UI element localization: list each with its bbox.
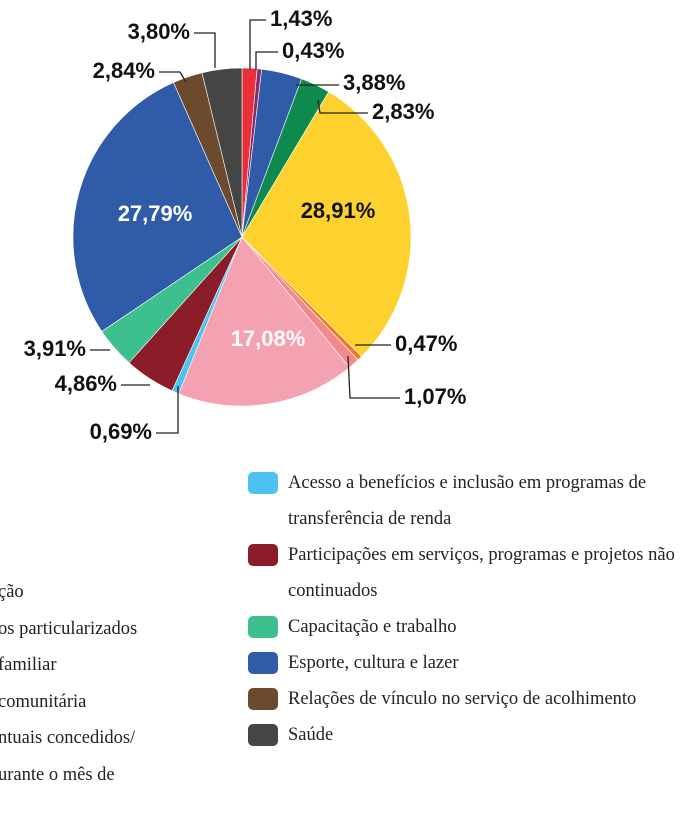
legend-label-fragment: comunitária	[0, 691, 87, 712]
legend-swatch	[248, 724, 278, 746]
leader-line	[159, 71, 187, 83]
data-label: 2,83%	[372, 99, 434, 124]
legend-label: Saúde	[288, 725, 334, 745]
legend-label: Participações em serviços, programas e p…	[288, 545, 675, 601]
data-label: 0,69%	[90, 419, 152, 444]
data-label: 17,08%	[231, 326, 306, 351]
data-label: 0,47%	[395, 331, 457, 356]
legend-item: Saúde	[248, 717, 680, 753]
legend-swatch	[248, 544, 278, 566]
legend-label: Relações de vínculo no serviço de acolhi…	[288, 689, 637, 709]
leader-line	[255, 51, 278, 70]
pie-slice	[201, 67, 243, 238]
data-label: 1,43%	[270, 6, 332, 31]
legend-item: Participações em serviços, programas e p…	[248, 537, 680, 609]
legend-label-fragment: familiar	[0, 655, 57, 675]
data-label: 27,79%	[118, 201, 193, 226]
legend-swatch	[248, 652, 278, 674]
legend-label: Capacitação e trabalho	[288, 617, 457, 637]
chart: 1,43% 0,43% 3,88% 2,83% 28,91% 0,47% 1,07% 17,0…	[24, 6, 467, 444]
data-label: 3,91%	[24, 336, 86, 361]
leader-line	[194, 32, 216, 68]
legend-swatch	[248, 688, 278, 710]
legend-item: Esporte, cultura e lazer	[248, 645, 680, 681]
pie-slice	[178, 236, 350, 407]
legend-label-fragment: urante o mês de	[0, 764, 115, 785]
legend-swatch	[248, 472, 278, 494]
legend-label: Esporte, cultura e lazer	[288, 653, 459, 673]
legend-swatch	[248, 616, 278, 638]
legend-item: Relações de vínculo no serviço de acolhi…	[248, 681, 680, 717]
leader-line	[317, 99, 368, 114]
legend-item: Capacitação e trabalho	[248, 609, 680, 645]
legend-label: Acesso a benefícios e inclusão em progra…	[288, 473, 647, 529]
data-label: 3,88%	[343, 70, 405, 95]
legend-item: Acesso a benefícios e inclusão em progra…	[248, 465, 680, 537]
partial-legend: ção os particularizados familiar comunitári…	[0, 574, 137, 793]
data-label: 2,84%	[93, 58, 155, 83]
leader-line	[156, 386, 179, 434]
data-label: 1,07%	[404, 384, 466, 409]
data-label: 3,80%	[128, 19, 190, 44]
legend: Acesso a benefícios e inclusão em progra…	[248, 465, 680, 753]
leader-line	[347, 355, 400, 399]
pie-slice	[241, 91, 412, 357]
pie-slice	[72, 82, 243, 332]
legend-label-fragment: ção	[0, 582, 24, 602]
leader-line	[249, 19, 266, 69]
data-label: 4,86%	[55, 371, 117, 396]
legend-label-fragment: os particularizados	[0, 618, 138, 639]
legend-label-fragment: ntuais concedidos/	[0, 728, 136, 748]
data-label: 28,91%	[301, 198, 376, 223]
data-label: 0,43%	[282, 38, 344, 63]
